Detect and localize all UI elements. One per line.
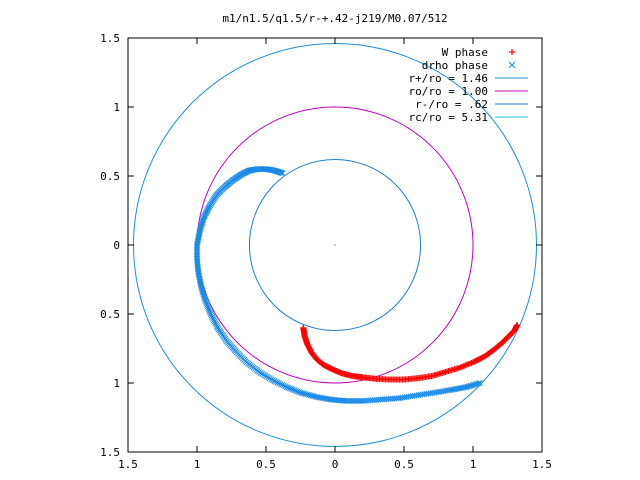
drho-phase-point (300, 390, 307, 397)
x-tick-label: 0 (332, 458, 339, 471)
y-tick-label: 1 (113, 101, 120, 114)
y-tick-label: 0 (113, 239, 120, 252)
drho-phase-point (207, 311, 214, 317)
legend-label: r-/ro = .62 (415, 98, 488, 111)
drho-phase-point (211, 318, 218, 325)
drho-phase-point (271, 378, 278, 384)
drho-phase-point (274, 379, 281, 386)
drho-phase-point (289, 386, 296, 393)
drho-phase-point (291, 387, 298, 394)
drho-phase-point (208, 312, 215, 319)
drho-phase-point (207, 309, 214, 316)
drho-phase-point (210, 317, 217, 324)
chart-title: m1/n1.5/q1.5/r-+.42-j219/M0.07/512 (222, 12, 447, 25)
drho-phase-point (212, 320, 219, 327)
x-tick-label: 0.5 (256, 458, 276, 471)
drho-phase-point (279, 381, 286, 388)
drho-phase-point (299, 390, 306, 397)
x-tick-label: 1.5 (118, 458, 138, 471)
y-tick-label: 1.5 (100, 32, 120, 45)
drho-phase-point (302, 391, 309, 397)
legend-marker (509, 49, 515, 55)
x-tick-label: 1 (194, 458, 201, 471)
legend-label: ro/ro = 1.00 (409, 85, 488, 98)
drho-phase-point (307, 392, 314, 399)
drho-phase-point (305, 392, 312, 398)
drho-phase-point (203, 300, 210, 307)
drho-phase-point (304, 391, 311, 398)
series-drho-phase (194, 166, 483, 404)
drho-phase-point (204, 301, 211, 308)
circle-r-ro (248, 158, 422, 332)
drho-phase-point (277, 381, 284, 388)
drho-phase-point (280, 382, 287, 389)
drho-phase-point (210, 315, 217, 322)
legend-label: r+/ro = 1.46 (409, 72, 488, 85)
drho-phase-point (276, 380, 282, 387)
data-series (194, 166, 521, 404)
x-tick-label: 1 (470, 458, 477, 471)
legend-label: W phase (442, 46, 488, 59)
w-phase-point (514, 322, 521, 329)
drho-phase-point (296, 389, 302, 396)
drho-phase-point (283, 384, 290, 391)
drho-phase-point (288, 386, 295, 392)
drho-phase-point (204, 303, 211, 310)
x-tick-label: 0.5 (394, 458, 414, 471)
drho-phase-point (269, 377, 276, 384)
y-tick-label: 0.5 (100, 308, 120, 321)
drho-phase-point (475, 380, 482, 387)
drho-phase-point (476, 380, 483, 386)
axis-ticks: 1.5 1 0.5 0 0.5 1 1.51.510.500.511.5 (100, 32, 552, 471)
drho-phase-point (294, 388, 301, 395)
drho-phase-point (202, 298, 209, 305)
drho-phase-point (282, 383, 289, 390)
drho-phase-point (206, 306, 212, 313)
y-tick-label: 1.5 (100, 446, 120, 459)
drho-phase-point (292, 387, 299, 394)
drho-phase-point (202, 297, 209, 304)
legend-label: drho phase (422, 59, 488, 72)
drho-phase-point (297, 389, 304, 396)
origin-marker (334, 244, 336, 246)
drho-phase-point (209, 314, 216, 321)
x-tick-label: 1.5 (532, 458, 552, 471)
legend-marker (508, 61, 516, 69)
drho-phase-point (213, 321, 220, 328)
drho-phase-point (213, 323, 220, 330)
drho-phase-point (285, 384, 292, 391)
drho-phase-point (273, 378, 279, 385)
y-tick-label: 0.5 (100, 170, 120, 183)
drho-phase-point (286, 385, 293, 392)
drho-phase-point (309, 392, 316, 399)
y-tick-label: 1 (113, 377, 120, 390)
legend-label: rc/ro = 5.31 (409, 111, 488, 124)
series-w-phase (300, 322, 521, 383)
drho-phase-point (206, 307, 213, 314)
drho-phase-point (205, 304, 212, 311)
origin-point (334, 244, 336, 246)
